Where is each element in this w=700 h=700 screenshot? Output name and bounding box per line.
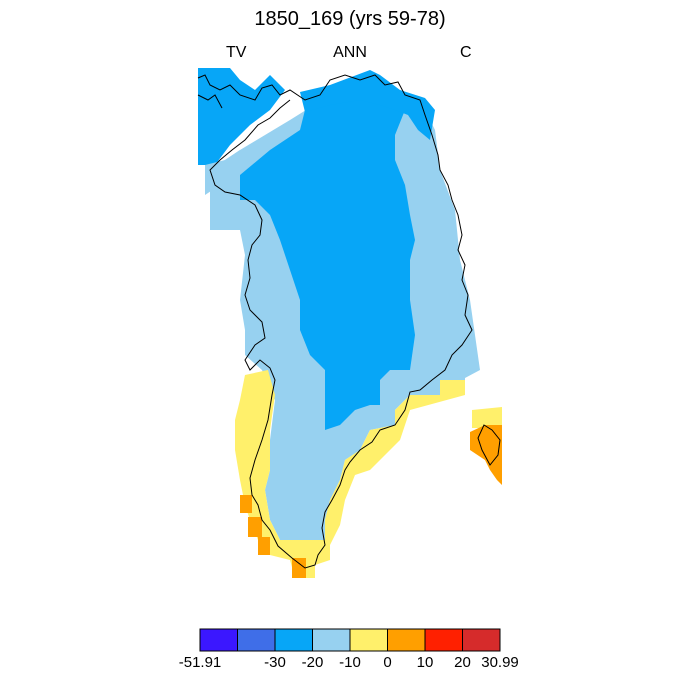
colorbar-tick-label: 10 — [416, 654, 434, 671]
band-yellow-sw — [235, 370, 465, 578]
colorbar-swatch — [237, 628, 276, 652]
orange-cell — [248, 517, 262, 537]
colorbar-swatch — [312, 628, 351, 652]
variable-label: TV — [226, 44, 247, 61]
field-cells — [198, 68, 502, 578]
colorbar-tick-label: -20 — [301, 654, 324, 671]
nw-fragment — [198, 68, 285, 165]
band-medium-blue — [240, 95, 415, 430]
colorbar-tick-label: 0 — [383, 654, 392, 671]
coastline-nw — [197, 94, 223, 109]
orange-cell — [292, 558, 306, 578]
colorbar-tick-label: -10 — [339, 654, 361, 671]
orange-cell — [240, 495, 252, 513]
coastline-island — [477, 424, 501, 466]
coastline — [197, 74, 473, 569]
colorbar-swatch — [199, 628, 238, 652]
period-label: ANN — [333, 44, 367, 61]
colorbar-tick-label: -51.91 — [178, 654, 222, 671]
colorbar-swatch — [274, 628, 313, 652]
units-label: C — [460, 44, 472, 61]
orange-cell — [258, 537, 270, 555]
map-title: 1850_169 (yrs 59-78) — [254, 8, 446, 30]
north-strip — [300, 70, 435, 140]
east-island-orange — [470, 425, 502, 485]
colorbar-tick-label: 20 — [454, 654, 471, 671]
colorbar-tick-label: 30.99 — [481, 654, 519, 671]
east-island-yellow — [472, 407, 502, 428]
colorbar-swatch — [462, 628, 501, 652]
colorbar-swatch — [349, 628, 388, 652]
colorbar-swatch — [424, 628, 463, 652]
colorbar-tick-label: -30 — [264, 654, 286, 671]
nw-fragment-edge — [205, 150, 240, 195]
colorbar-swatch — [387, 628, 426, 652]
